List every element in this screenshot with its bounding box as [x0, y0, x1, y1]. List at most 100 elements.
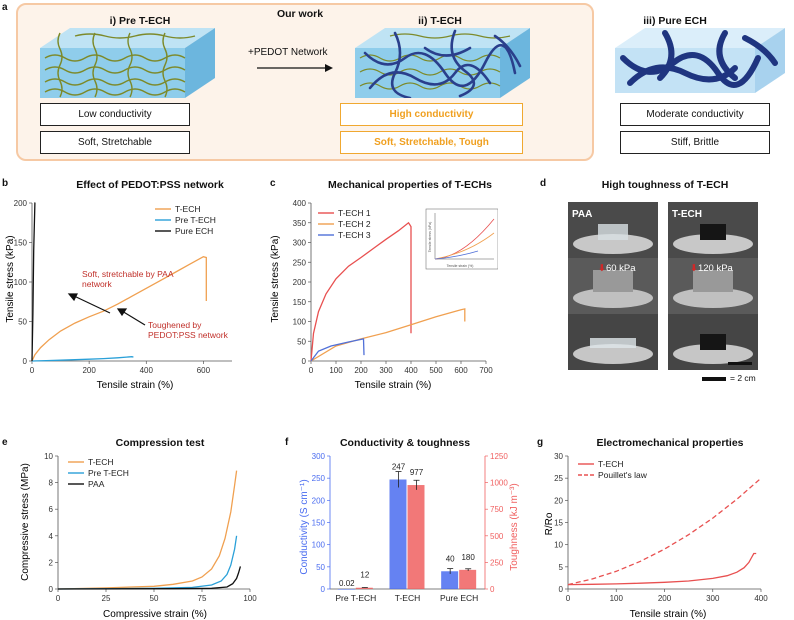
x-tick-label: 400: [754, 594, 768, 603]
tech-pressure-label: ⬇120 kPa: [690, 263, 733, 274]
panel-c-label: c: [270, 178, 276, 189]
category-label: T-ECH: [395, 593, 421, 603]
tech-illustration: [355, 28, 530, 98]
data-label: 12: [360, 571, 369, 580]
bar-toughness: [459, 569, 477, 589]
bar-conductivity: [337, 588, 355, 590]
x-tick-label: 0: [566, 594, 571, 603]
x-tick-label: 100: [610, 594, 624, 603]
chart-g: 0 100 200 300 400 0 5 10 15 20 25 30 T-ECHPouillet's…: [544, 452, 768, 620]
y-tick-label: 300: [312, 452, 326, 461]
y-tick-label: 25: [554, 474, 563, 483]
bar-toughness: [355, 587, 373, 589]
paa-photo-label: PAA: [572, 209, 593, 220]
x-tick-label: 25: [102, 594, 111, 603]
chart-e-xlabel: Compressive strain (%): [103, 609, 207, 620]
panel-e-title: Compression test: [115, 437, 205, 449]
legend-label: Pouillet's law: [598, 470, 648, 480]
y-tick-label: 2: [49, 558, 54, 567]
y-tick-label: 200: [14, 199, 28, 208]
down-arrow-icon: ⬇: [598, 263, 606, 274]
bar-toughness: [407, 485, 425, 589]
legend-label: Pre T-ECH: [175, 215, 216, 225]
legend-label: T-ECH 2: [338, 219, 371, 229]
chart-e-ylabel: Compressive stress (MPa): [20, 463, 31, 581]
panel-b-label: b: [2, 178, 9, 189]
chart-b-annotation-1b: network: [82, 279, 113, 289]
x-tick-label: 300: [706, 594, 720, 603]
y-tick-label: 350: [293, 219, 307, 228]
panel-a-label: a: [2, 2, 8, 13]
x-tick-label: 400: [140, 366, 154, 375]
y-tick-label: 8: [49, 479, 54, 488]
chart-g-xlabel: Tensile strain (%): [630, 609, 707, 620]
y-tick-label: 0: [559, 585, 564, 594]
y-tick-label: 50: [18, 318, 27, 327]
paa-pressure-label: ⬇60 kPa: [598, 263, 636, 274]
series-line-t-ech-1: [310, 221, 412, 362]
y2-tick-label: 500: [490, 532, 504, 541]
x-tick-label: 0: [56, 594, 61, 603]
x-tick-label: 100: [329, 366, 343, 375]
y-tick-label: 30: [554, 452, 563, 461]
chart-g-ylabel: R/Ro: [544, 512, 555, 535]
our-work-title: Our work: [276, 8, 324, 20]
chart-f-y2label: Toughness (kJ m⁻³): [509, 483, 520, 571]
series-line-t-ech: [57, 470, 238, 590]
series-line-pre-t-ech: [31, 356, 134, 362]
series-line-t-ech: [31, 256, 207, 362]
y-tick-label: 0: [321, 585, 326, 594]
inset-xlabel: Tensile strain (%): [447, 264, 474, 268]
y-tick-label: 10: [554, 541, 563, 550]
x-tick-label: 0: [30, 366, 35, 375]
data-label: 180: [461, 553, 475, 562]
y-tick-label: 0: [49, 585, 54, 594]
y-tick-label: 100: [312, 541, 326, 550]
y-tick-label: 50: [297, 337, 306, 346]
pre-tech-title: i) Pre T-ECH: [109, 15, 171, 27]
x-tick-label: 200: [658, 594, 672, 603]
data-label: 247: [392, 462, 406, 471]
pure-ech-prop-1: Moderate conductivity: [620, 103, 770, 126]
panel-g-title: Electromechanical properties: [596, 437, 744, 449]
panel-b-title: Effect of PEDOT:PSS network: [76, 179, 224, 191]
series-line-t-ech-2: [310, 308, 466, 362]
chart-f: 0 50 100 150 200 250 300 0 250 500 750 1000 1250 Pre …: [299, 452, 520, 603]
pedot-arrow-label: +PEDOT Network: [248, 47, 328, 58]
process-arrow-icon: [257, 64, 333, 72]
x-tick-label: 700: [479, 366, 493, 375]
x-tick-label: 0: [309, 366, 314, 375]
y-tick-label: 5: [559, 563, 564, 572]
series-line-t-ech-3: [310, 338, 365, 362]
y2-tick-label: 0: [490, 585, 495, 594]
y-tick-label: 20: [554, 496, 563, 505]
y-tick-label: 250: [293, 258, 307, 267]
chart-c-inset: Tensile strain (%) Tensile stress (kPa): [425, 208, 498, 270]
y-tick-label: 400: [293, 199, 307, 208]
tech-prop-2: Soft, Stretchable, Tough: [340, 131, 523, 154]
panel-e-label: e: [2, 437, 8, 448]
series-line-pure-ech: [31, 202, 36, 362]
down-arrow-icon: ⬇: [690, 263, 698, 274]
category-label: Pure ECH: [440, 593, 478, 603]
x-tick-label: 300: [379, 366, 393, 375]
tech-photo-label: T-ECH: [672, 209, 702, 220]
y2-tick-label: 250: [490, 558, 504, 567]
x-tick-label: 600: [197, 366, 211, 375]
legend-label: T-ECH: [88, 457, 114, 467]
chart-b-annotation-2b: PEDOT:PSS network: [148, 330, 229, 340]
x-tick-label: 600: [454, 366, 468, 375]
chart-b-xlabel: Tensile strain (%): [97, 380, 174, 391]
pure-ech-illustration: [615, 28, 785, 93]
y-tick-label: 150: [14, 239, 28, 248]
chart-c-ylabel: Tensile stress (kPa): [270, 235, 281, 322]
legend-label: PAA: [88, 479, 105, 489]
legend-label: T-ECH: [598, 459, 624, 469]
y2-tick-label: 750: [490, 505, 504, 514]
x-tick-label: 75: [198, 594, 207, 603]
y-tick-label: 150: [312, 519, 326, 528]
legend-label: T-ECH 3: [338, 230, 371, 240]
pure-ech-title: iii) Pure ECH: [643, 15, 707, 27]
series-line-pouillet-s-law: [567, 477, 762, 586]
